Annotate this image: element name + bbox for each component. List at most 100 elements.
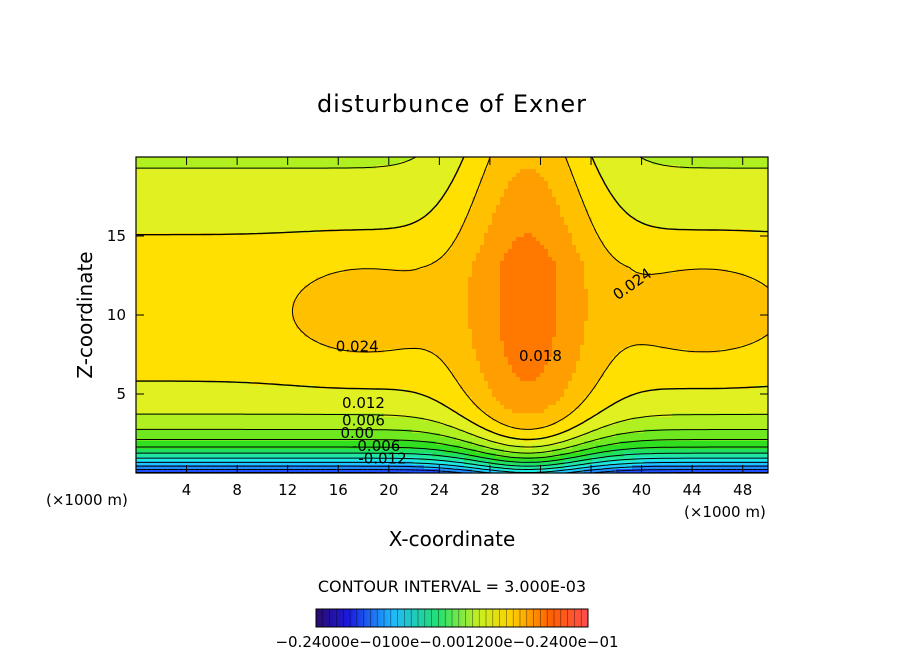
band-cell	[136, 321, 141, 326]
band-cell	[332, 421, 337, 426]
band-cell	[292, 381, 297, 386]
band-cell	[208, 181, 213, 186]
band-cell	[352, 229, 357, 234]
band-cell	[324, 357, 329, 362]
band-cell	[244, 157, 249, 162]
band-cell	[316, 249, 321, 254]
band-cell	[252, 177, 257, 182]
band-cell	[212, 385, 217, 390]
band-cell	[136, 229, 141, 234]
band-cell	[340, 281, 345, 286]
band-cell	[360, 385, 365, 390]
band-cell	[156, 453, 161, 458]
band-cell	[344, 457, 349, 462]
band-cell	[216, 217, 221, 222]
band-cell	[228, 361, 233, 366]
band-cell	[152, 201, 157, 206]
band-cell	[248, 441, 253, 446]
band-cell	[288, 197, 293, 202]
band-cell	[184, 449, 189, 454]
band-cell	[308, 361, 313, 366]
band-cell	[136, 329, 141, 334]
band-cell	[276, 169, 281, 174]
band-cell	[232, 157, 237, 162]
band-cell	[340, 185, 345, 190]
band-cell	[140, 293, 145, 298]
band-cell	[164, 389, 169, 394]
band-cell	[340, 297, 345, 302]
band-cell	[372, 397, 377, 402]
band-cell	[292, 261, 297, 266]
band-cell	[140, 209, 145, 214]
band-cell	[340, 225, 345, 230]
band-cell	[196, 433, 201, 438]
band-cell	[152, 301, 157, 306]
band-cell	[296, 281, 301, 286]
band-cell	[384, 249, 389, 254]
band-cell	[260, 261, 265, 266]
band-cell	[160, 193, 165, 198]
band-cell	[308, 165, 313, 170]
band-cell	[272, 209, 277, 214]
band-cell	[384, 185, 389, 190]
band-cell	[372, 393, 377, 398]
band-cell	[276, 329, 281, 334]
band-cell	[372, 465, 377, 470]
band-cell	[196, 193, 201, 198]
band-cell	[188, 373, 193, 378]
band-cell	[184, 205, 189, 210]
band-cell	[332, 397, 337, 402]
band-cell	[360, 265, 365, 270]
band-cell	[384, 165, 389, 170]
band-cell	[152, 393, 157, 398]
band-cell	[224, 193, 229, 198]
band-cell	[188, 441, 193, 446]
band-cell	[240, 417, 245, 422]
band-cell	[360, 465, 365, 470]
band-cell	[156, 261, 161, 266]
band-cell	[164, 333, 169, 338]
band-cell	[320, 201, 325, 206]
band-cell	[364, 169, 369, 174]
band-cell	[232, 353, 237, 358]
band-cell	[252, 441, 257, 446]
band-cell	[216, 361, 221, 366]
band-cell	[192, 389, 197, 394]
band-cell	[320, 333, 325, 338]
band-cell	[228, 193, 233, 198]
band-cell	[176, 409, 181, 414]
band-cell	[268, 265, 273, 270]
band-cell	[212, 465, 217, 470]
band-cell	[168, 197, 173, 202]
band-cell	[388, 221, 393, 226]
band-cell	[200, 309, 205, 314]
band-cell	[240, 209, 245, 214]
band-cell	[236, 405, 241, 410]
band-cell	[236, 413, 241, 418]
band-cell	[288, 421, 293, 426]
band-cell	[320, 285, 325, 290]
band-cell	[344, 345, 349, 350]
band-cell	[172, 461, 177, 466]
band-cell	[236, 421, 241, 426]
band-cell	[240, 233, 245, 238]
band-cell	[164, 377, 169, 382]
band-cell	[192, 293, 197, 298]
band-cell	[352, 433, 357, 438]
band-cell	[212, 441, 217, 446]
band-cell	[240, 249, 245, 254]
band-cell	[284, 349, 289, 354]
band-cell	[384, 425, 389, 430]
band-cell	[200, 377, 205, 382]
band-cell	[268, 433, 273, 438]
band-cell	[224, 397, 229, 402]
band-cell	[220, 409, 225, 414]
band-cell	[160, 353, 165, 358]
band-cell	[144, 225, 149, 230]
band-cell	[336, 409, 341, 414]
band-cell	[368, 189, 373, 194]
band-cell	[288, 457, 293, 462]
band-cell	[328, 225, 333, 230]
band-cell	[176, 441, 181, 446]
band-cell	[336, 377, 341, 382]
